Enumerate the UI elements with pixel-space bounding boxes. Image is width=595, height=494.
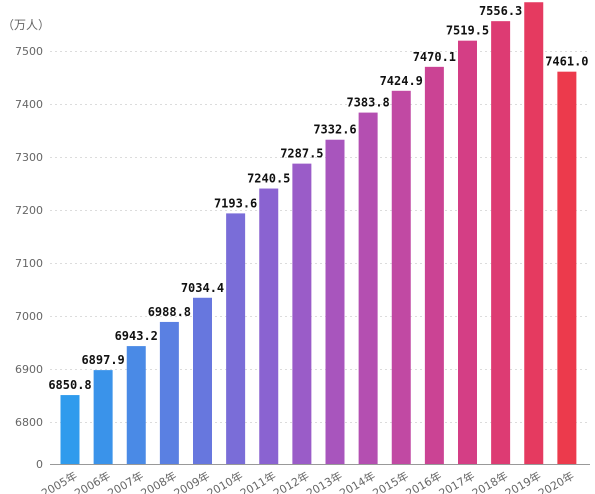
y-tick-label: 7400	[15, 98, 43, 111]
data-label: 7383.8	[346, 96, 389, 110]
bar	[126, 346, 146, 464]
data-label: 7240.5	[247, 172, 290, 186]
bar	[458, 40, 477, 464]
data-label: 7470.1	[413, 50, 456, 64]
bar	[60, 395, 80, 464]
x-axis-labels: 2005年2006年2007年2008年2009年2010年2011年2012年…	[39, 468, 577, 494]
data-label: 7034.4	[181, 281, 224, 295]
y-tick-label: 7500	[15, 45, 43, 58]
data-label: 7424.9	[380, 74, 423, 88]
y-tick-label: 6800	[15, 416, 43, 429]
bar	[424, 66, 444, 465]
y-axis-unit-label: （万人）	[2, 18, 50, 32]
y-axis-ticks: 0 6800 6900 7000 7100 7200 7300 7400 7500	[15, 45, 43, 471]
data-label: 6897.9	[81, 353, 124, 367]
data-label: 7556.3	[479, 4, 522, 18]
data-label: 7519.5	[446, 24, 489, 38]
data-labels: 6850.8 6897.9 6943.2 6988.8 7034.4 7193.6 7240…	[48, 4, 588, 392]
data-label: 7461.0	[545, 55, 588, 69]
bar	[226, 213, 246, 464]
bar	[159, 321, 179, 464]
y-tick-label: 7000	[15, 310, 43, 323]
bar	[358, 112, 378, 464]
bars	[60, 2, 577, 465]
bar	[259, 188, 279, 464]
bar	[292, 163, 312, 464]
bar	[557, 71, 577, 465]
bar	[325, 139, 345, 465]
data-label: 7287.5	[280, 147, 323, 161]
bar	[391, 90, 411, 464]
bar	[524, 2, 544, 465]
data-label: 6988.8	[148, 305, 191, 319]
data-label: 7332.6	[313, 123, 356, 137]
data-label: 6850.8	[48, 378, 91, 392]
y-tick-label: 6900	[15, 363, 43, 376]
bar	[491, 21, 511, 464]
y-tick-label: 0	[36, 458, 43, 471]
y-tick-label: 7300	[15, 151, 43, 164]
y-tick-label: 7100	[15, 257, 43, 270]
bar	[93, 370, 113, 464]
data-label: 7193.6	[214, 196, 257, 210]
y-tick-label: 7200	[15, 204, 43, 217]
bar	[193, 297, 212, 464]
data-label: 6943.2	[115, 329, 158, 343]
